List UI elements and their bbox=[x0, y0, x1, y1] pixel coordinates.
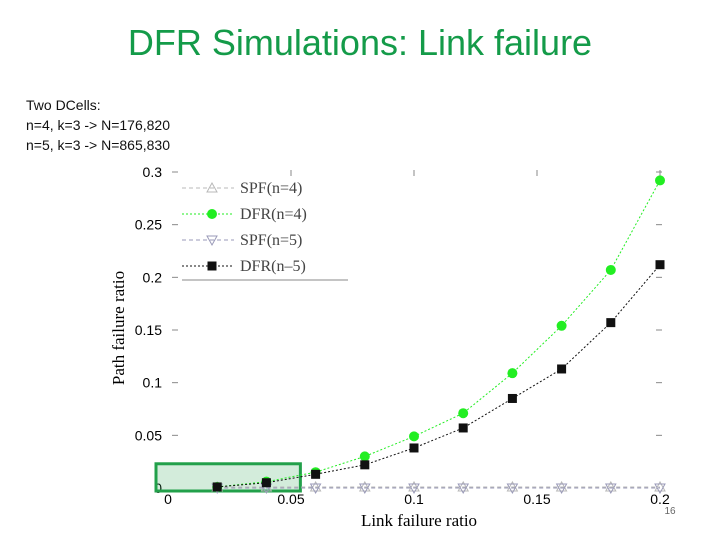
legend-label: SPF(n=5) bbox=[240, 232, 302, 249]
data-point bbox=[555, 480, 568, 492]
y-tick-label: 0 bbox=[154, 480, 162, 496]
legend-label: DFR(n–5) bbox=[240, 258, 306, 275]
data-point bbox=[457, 480, 470, 492]
subtext-line-3: n=5, k=3 -> N=865,830 bbox=[26, 137, 170, 153]
data-point bbox=[212, 482, 222, 492]
data-point bbox=[507, 393, 517, 403]
data-point bbox=[409, 443, 419, 453]
x-axis-title: Link failure ratio bbox=[361, 511, 477, 530]
data-point bbox=[604, 480, 617, 492]
data-point bbox=[606, 318, 616, 328]
x-tick-label: 0.05 bbox=[277, 491, 304, 507]
data-point bbox=[506, 483, 519, 495]
data-point bbox=[409, 431, 419, 442]
y-tick-label: 0.15 bbox=[135, 322, 162, 338]
data-point bbox=[604, 483, 617, 495]
slide-title: DFR Simulations: Link failure bbox=[127, 22, 593, 63]
data-point bbox=[654, 483, 666, 495]
data-point bbox=[206, 235, 218, 247]
subtext: Two DCells: n=4, k=3 -> N=176,820 n=5, k… bbox=[26, 95, 170, 155]
data-point bbox=[408, 480, 420, 492]
data-point bbox=[655, 260, 665, 270]
x-tick-label: 0 bbox=[164, 491, 172, 507]
data-point bbox=[359, 451, 370, 462]
data-point bbox=[408, 483, 420, 495]
y-tick-label: 0.05 bbox=[135, 427, 162, 443]
data-point bbox=[655, 175, 665, 186]
data-point bbox=[457, 483, 470, 495]
legend-label: SPF(n=4) bbox=[240, 180, 302, 197]
y-tick-label: 0.1 bbox=[143, 375, 163, 391]
x-tick-label: 0.2 bbox=[650, 491, 670, 507]
x-tick-label: 0.1 bbox=[404, 491, 424, 507]
subtext-line-2: n=4, k=3 -> N=176,820 bbox=[26, 117, 170, 133]
y-tick-label: 0.3 bbox=[143, 164, 163, 180]
data-point bbox=[309, 483, 322, 495]
data-point bbox=[206, 181, 218, 193]
page-number: 16 bbox=[664, 506, 676, 517]
data-point bbox=[261, 478, 271, 488]
data-point bbox=[458, 408, 469, 419]
data-point bbox=[309, 480, 322, 492]
data-point bbox=[358, 480, 371, 492]
data-point bbox=[605, 264, 616, 275]
x-tick-label: 0.15 bbox=[523, 491, 550, 507]
y-tick-label: 0.2 bbox=[143, 269, 163, 285]
data-point bbox=[458, 423, 468, 433]
data-point bbox=[654, 480, 666, 492]
data-point bbox=[207, 209, 217, 219]
y-axis-title: Path failure ratio bbox=[109, 271, 128, 385]
data-point bbox=[360, 460, 370, 470]
data-point bbox=[557, 364, 567, 374]
data-point bbox=[358, 483, 371, 495]
data-point bbox=[506, 480, 519, 492]
series-line bbox=[217, 264, 661, 488]
data-point bbox=[507, 368, 518, 379]
data-point bbox=[555, 483, 568, 495]
series-line bbox=[217, 180, 661, 488]
legend-label: DFR(n=4) bbox=[240, 206, 307, 223]
subtext-line-1: Two DCells: bbox=[26, 97, 101, 113]
y-tick-label: 0.25 bbox=[135, 217, 162, 233]
data-point bbox=[207, 261, 217, 271]
data-point bbox=[311, 469, 321, 479]
data-point bbox=[556, 320, 567, 331]
